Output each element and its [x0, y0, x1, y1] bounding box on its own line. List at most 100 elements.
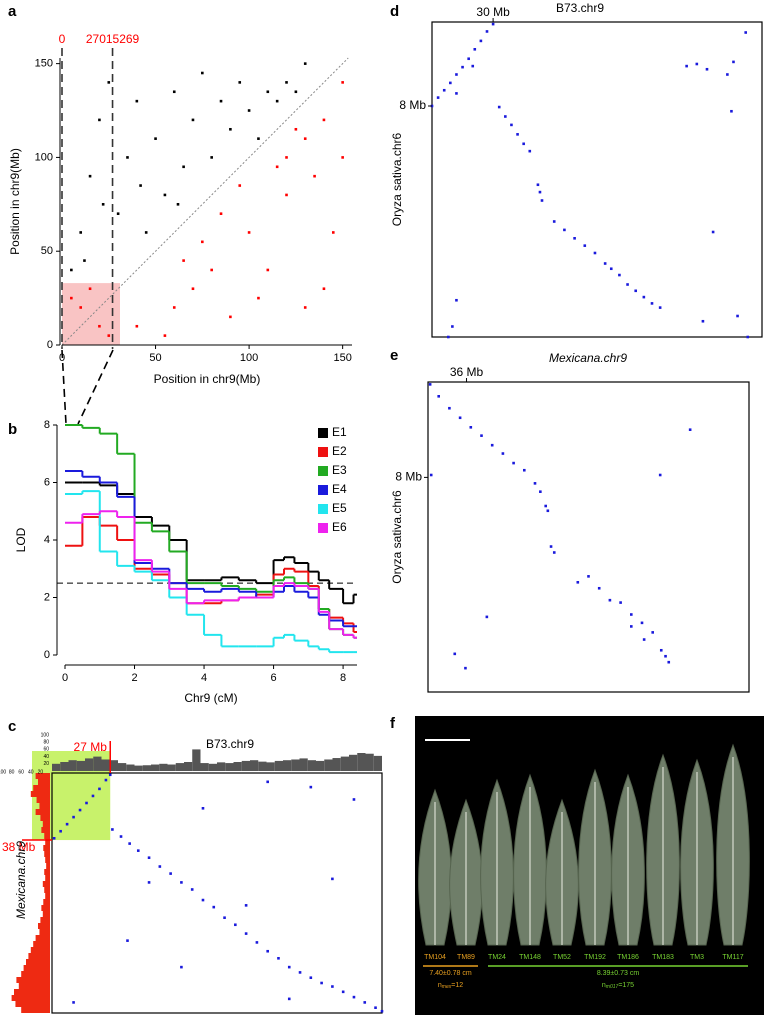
leaf-label: TM117: [722, 954, 743, 961]
group-count: nm017=175: [602, 982, 634, 990]
point: [136, 849, 140, 852]
point: [309, 976, 313, 980]
point: [285, 81, 288, 84]
point: [126, 939, 129, 942]
point: [107, 334, 111, 337]
count-value: =175: [618, 982, 634, 989]
density-bar: [167, 764, 176, 771]
density-bar: [35, 809, 50, 815]
point: [180, 881, 183, 884]
density-bar: [159, 763, 168, 771]
density-bar: [11, 995, 51, 1001]
point: [303, 62, 307, 65]
density-bar: [33, 941, 50, 947]
density-bar: [14, 989, 50, 995]
point: [275, 165, 279, 169]
point: [287, 965, 291, 969]
x-tick-label: 150: [333, 352, 351, 364]
point: [111, 828, 114, 831]
density-bar: [44, 833, 50, 839]
y-tick-label: 0: [44, 649, 50, 661]
point: [210, 268, 213, 272]
density-bar: [41, 905, 50, 911]
density-bar: [357, 753, 366, 771]
point: [322, 287, 326, 291]
point: [630, 625, 633, 628]
point: [154, 137, 157, 140]
point: [238, 81, 242, 84]
point: [485, 615, 489, 619]
density-tick-label: 40: [28, 769, 34, 775]
point: [70, 268, 73, 272]
legend-label: E5: [332, 501, 347, 515]
point: [539, 490, 542, 493]
x-tick-label: 2: [131, 672, 137, 684]
marker-label: 8 Mb: [395, 470, 422, 484]
density-bar: [241, 760, 250, 771]
legend-label: E2: [332, 444, 347, 458]
point: [341, 156, 344, 159]
density-bar: [151, 764, 160, 771]
point: [436, 96, 440, 99]
density-bar: [41, 827, 50, 833]
density-bar: [40, 815, 50, 821]
point: [467, 57, 470, 61]
y-tick-label: 0: [47, 339, 53, 351]
point: [244, 932, 248, 935]
point: [182, 259, 185, 262]
point: [88, 174, 92, 178]
point: [65, 822, 69, 826]
count-symbol: n: [602, 982, 606, 989]
legend-swatch: [318, 447, 328, 457]
point: [244, 904, 248, 907]
point: [536, 183, 540, 187]
point: [428, 383, 432, 386]
marker-label: 27 Mb: [74, 740, 108, 754]
point: [126, 156, 129, 159]
leaf-label: TM89: [457, 954, 475, 961]
point: [158, 865, 162, 868]
density-bar: [68, 760, 77, 771]
density-bar: [38, 923, 50, 929]
point: [453, 652, 457, 656]
density-bar: [44, 869, 50, 875]
point: [303, 306, 307, 309]
panel-label: b: [8, 421, 17, 438]
legend-label: E4: [332, 482, 347, 496]
plot-frame: [431, 21, 763, 338]
point: [266, 780, 269, 784]
density-tick-label: 100: [41, 732, 50, 738]
legend-swatch: [318, 504, 328, 514]
point: [523, 468, 526, 472]
point: [469, 426, 473, 429]
point: [219, 212, 223, 215]
panel-label: e: [390, 347, 398, 364]
density-bar: [134, 765, 143, 771]
point: [191, 287, 195, 291]
point: [180, 965, 183, 969]
point: [201, 71, 204, 75]
leaf-label: TM104: [424, 954, 446, 961]
point: [201, 806, 205, 810]
y-axis-label: LOD: [14, 527, 28, 552]
density-bar: [85, 758, 94, 771]
point: [238, 184, 242, 187]
panel-label: f: [390, 715, 396, 732]
point: [504, 115, 507, 118]
point: [266, 90, 270, 94]
y-axis-label: Position in chr9(Mb): [8, 148, 22, 255]
density-bar: [200, 763, 209, 771]
density-tick-label: 60: [18, 769, 24, 775]
density-tick-label: 80: [43, 740, 49, 746]
point: [98, 787, 101, 791]
point: [473, 48, 477, 51]
point: [119, 835, 123, 838]
point: [107, 81, 111, 84]
point: [479, 39, 483, 43]
point: [147, 881, 151, 884]
point: [619, 601, 622, 604]
x-tick-label: 50: [149, 352, 161, 364]
density-bar: [76, 760, 85, 771]
group-mean: 8.39±0.73 cm: [597, 970, 640, 977]
